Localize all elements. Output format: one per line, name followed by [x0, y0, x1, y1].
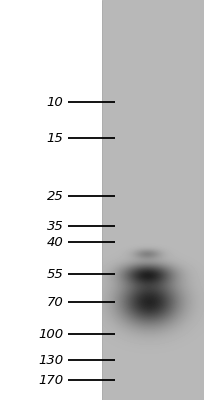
Text: 25: 25	[47, 190, 63, 202]
Bar	[0, 0, 102, 400]
Text: 70: 70	[47, 296, 63, 308]
Text: 10: 10	[47, 96, 63, 108]
Text: 170: 170	[38, 374, 63, 386]
Text: 55: 55	[47, 268, 63, 280]
Text: 100: 100	[38, 328, 63, 340]
Text: 40: 40	[47, 236, 63, 248]
Text: 15: 15	[47, 132, 63, 144]
Text: 130: 130	[38, 354, 63, 366]
Bar	[102, 0, 204, 400]
Text: 35: 35	[47, 220, 63, 232]
